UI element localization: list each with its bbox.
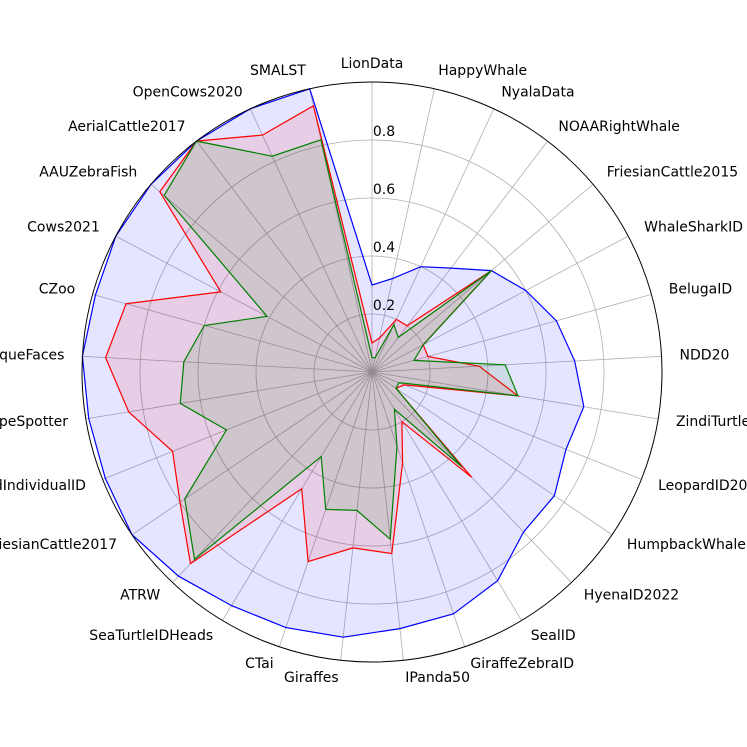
spoke: [131, 371, 373, 536]
spoke: [371, 235, 629, 373]
category-label: SMALST: [250, 63, 306, 79]
category-label: IPanda50: [405, 670, 470, 686]
spoke: [92, 294, 373, 373]
category-label: HyenaID2022: [584, 588, 679, 604]
spoke: [85, 371, 373, 420]
spoke: [196, 140, 373, 373]
category-label: Cows2021: [27, 220, 100, 236]
category-label: LionData: [341, 56, 404, 72]
category-label: ZindiTurtleRecall: [676, 414, 747, 430]
r-tick-label: 0.8: [373, 124, 395, 140]
spoke: [222, 371, 373, 621]
spoke: [371, 371, 642, 480]
category-label: AerialCattle2017: [68, 119, 186, 135]
spoke: [371, 371, 613, 536]
series-area: [163, 139, 519, 561]
category-label: MacaqueFaces: [0, 347, 64, 363]
spoke: [371, 371, 404, 661]
category-label: CTai: [245, 656, 273, 672]
spoke: [371, 355, 662, 373]
category-label: ATRW: [120, 588, 160, 604]
category-label: CZoo: [39, 282, 76, 298]
category-label: FriesianCattle2017: [0, 537, 117, 553]
spoke: [371, 371, 522, 621]
category-label: LeopardID2022: [658, 478, 747, 494]
spoke: [172, 371, 373, 583]
r-tick-label: 0.6: [373, 182, 395, 198]
category-label: BirdIndividualID: [0, 478, 86, 494]
spoke: [371, 371, 465, 647]
spoke: [102, 371, 373, 480]
spoke: [82, 355, 373, 373]
spoke: [371, 140, 548, 373]
spoke: [371, 183, 594, 373]
category-label: StripeSpotter: [0, 414, 68, 430]
outer-ring: [81, 81, 663, 663]
spoke: [371, 294, 652, 373]
category-label: HumpbackWhaleID: [627, 537, 747, 553]
spoke: [309, 88, 373, 373]
category-label: OpenCows2020: [133, 84, 243, 100]
category-label: AAUZebraFish: [39, 165, 137, 181]
spoke: [249, 108, 373, 373]
category-label: HappyWhale: [438, 63, 527, 79]
category-label: Giraffes: [284, 670, 339, 686]
category-label: FriesianCattle2015: [607, 165, 738, 181]
spoke: [150, 183, 373, 373]
r-tick-label: 0.4: [373, 240, 395, 256]
category-label: SeaTurtleIDHeads: [89, 628, 213, 644]
spoke: [115, 235, 373, 373]
category-label: NDD20: [680, 347, 730, 363]
category-label: NOAARightWhale: [558, 119, 679, 135]
category-label: WhaleSharkID: [644, 220, 743, 236]
spoke: [371, 88, 435, 373]
category-label: NyalaData: [501, 84, 574, 100]
spoke: [340, 371, 373, 661]
series-area: [81, 88, 585, 638]
category-label: SealID: [531, 628, 576, 644]
category-label: BelugaID: [669, 282, 732, 298]
category-label: GiraffeZebraID: [470, 656, 574, 672]
r-tick-label: 0.2: [373, 298, 395, 314]
